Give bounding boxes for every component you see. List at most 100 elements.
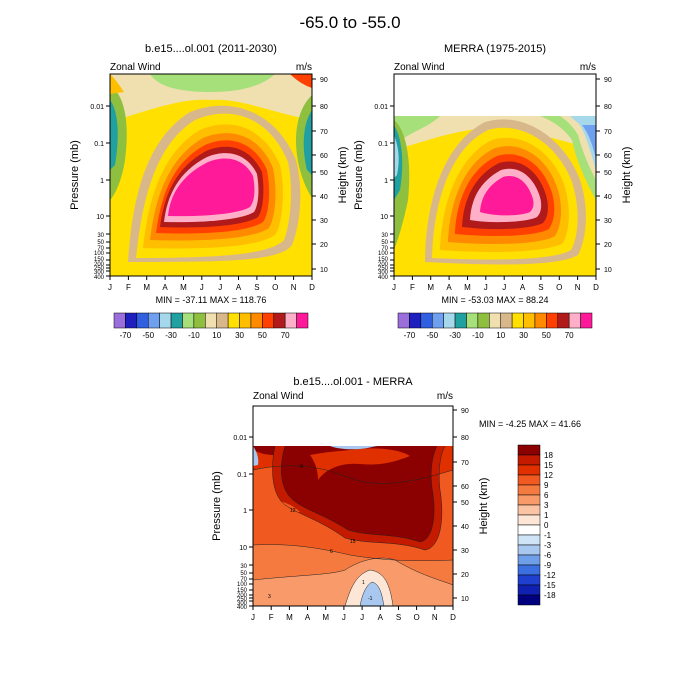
panel-diff-yticks: 0.01 0.1 1 10 30 50 70 100 150 200 250 3…: [233, 435, 253, 611]
ytick-label: 250: [237, 597, 248, 603]
panel-merra-yticks: 0.01 0.1 1 10 30 50 70 100 150 200 250 3…: [374, 104, 394, 281]
panel-model-xticks: J F M A M J J A S O N D: [108, 276, 315, 292]
colorbar-swatch: [517, 544, 541, 556]
colorbar-label: 3: [544, 501, 549, 510]
colorbar-swatch: [193, 312, 206, 329]
height-tick-label: 40: [461, 524, 469, 531]
contour-label: 15: [350, 539, 356, 545]
height-tick-label: 70: [320, 129, 328, 136]
colorbar-swatch: [517, 514, 541, 526]
contour-label: -1: [368, 596, 373, 602]
ytick-label: 1: [243, 508, 247, 515]
height-tick-label: 50: [320, 170, 328, 177]
colorbar-label: -9: [544, 561, 552, 570]
xtick-label: A: [236, 283, 242, 292]
xtick-label: O: [413, 613, 419, 622]
colorbar-swatch: [182, 312, 195, 329]
colorbar-swatch: [517, 504, 541, 516]
colorbar-label: 1: [544, 511, 549, 520]
panel-model-colorbar: -70 -50 -30 -10 10 30 50 70: [113, 312, 309, 340]
height-tick-label: 90: [461, 408, 469, 415]
colorbar-label: 30: [519, 331, 528, 340]
colorbar-label: 12: [544, 471, 553, 480]
colorbar-swatch: [296, 312, 309, 329]
colorbar-label: 10: [496, 331, 505, 340]
xtick-label: M: [322, 613, 329, 622]
panel-diff-subtitle-left: Zonal Wind: [253, 391, 304, 402]
xtick-label: F: [410, 283, 415, 292]
height-tick-label: 70: [604, 129, 612, 136]
height-tick-label: 60: [320, 153, 328, 160]
colorbar-label: 9: [544, 481, 549, 490]
panel-model: b.e15....ol.001 (2011-2030) Zonal Wind m…: [69, 43, 349, 340]
colorbar-label: 30: [235, 331, 244, 340]
height-tick-label: 50: [604, 170, 612, 177]
colorbar-swatch: [517, 464, 541, 476]
ytick-label: 100: [237, 582, 248, 588]
ytick-label: 200: [94, 262, 105, 268]
ytick-label: 10: [96, 214, 104, 221]
colorbar-label: -70: [120, 331, 132, 340]
colorbar-swatch: [397, 312, 410, 329]
xtick-label: J: [502, 283, 506, 292]
height-tick-label: 90: [320, 77, 328, 84]
colorbar-label: 18: [544, 451, 553, 460]
height-tick-label: 40: [320, 194, 328, 201]
colorbar-swatch: [284, 312, 297, 329]
panel-difference: b.e15....ol.001 - MERRA Zonal Wind m/s: [211, 376, 581, 622]
panel-merra-ylabel: Pressure (mb): [353, 140, 365, 210]
panel-model-minmax: MIN = -37.11 MAX = 118.76: [156, 295, 267, 305]
height-tick-label: 60: [461, 484, 469, 491]
colorbar-label: 10: [212, 331, 221, 340]
colorbar-label: -15: [544, 581, 556, 590]
colorbar-label: -18: [544, 591, 556, 600]
colorbar-swatch: [159, 312, 172, 329]
ytick-label: 150: [378, 257, 389, 263]
panel-model-subtitle-right: m/s: [296, 62, 312, 73]
colorbar-label: -50: [426, 331, 438, 340]
figure-title: -65.0 to -55.0: [299, 13, 400, 32]
xtick-label: D: [450, 613, 456, 622]
height-tick-label: 10: [320, 267, 328, 274]
panel-diff-plot: 15 12 9 6 3 1 -1: [252, 405, 454, 607]
colorbar-label: -10: [188, 331, 200, 340]
ytick-label: 200: [378, 262, 389, 268]
colorbar-swatch: [431, 312, 444, 329]
colorbar-swatch: [517, 524, 541, 536]
ytick-label: 0.1: [237, 472, 247, 479]
colorbar-label: 6: [544, 491, 549, 500]
colorbar-swatch: [500, 312, 513, 329]
colorbar-swatch: [523, 312, 536, 329]
xtick-label: M: [143, 283, 150, 292]
panel-merra-subtitle-left: Zonal Wind: [394, 62, 445, 73]
colorbar-swatch: [517, 484, 541, 496]
colorbar-swatch: [262, 312, 275, 329]
colorbar-swatch: [517, 584, 541, 596]
ytick-label: 100: [378, 251, 389, 257]
colorbar-swatch: [517, 494, 541, 506]
colorbar-swatch: [136, 312, 149, 329]
panel-diff-height-ticks: 10 20 30 40 50 60 70 80 90: [453, 408, 469, 603]
xtick-label: A: [378, 613, 384, 622]
ytick-label: 30: [381, 233, 388, 239]
ytick-label: 200: [237, 593, 248, 599]
colorbar-swatch: [420, 312, 433, 329]
ytick-label: 1: [384, 178, 388, 185]
xtick-label: F: [269, 613, 274, 622]
height-tick-label: 10: [461, 596, 469, 603]
xtick-label: D: [593, 283, 599, 292]
height-tick-label: 60: [604, 153, 612, 160]
height-tick-label: 20: [604, 242, 612, 249]
panel-merra-title: MERRA (1975-2015): [444, 43, 546, 55]
xtick-label: M: [286, 613, 293, 622]
ytick-label: 50: [97, 240, 104, 246]
height-tick-label: 30: [320, 218, 328, 225]
colorbar-swatch: [147, 312, 160, 329]
colorbar-swatch: [227, 312, 240, 329]
xtick-label: N: [291, 283, 297, 292]
panel-diff-minmax: MIN = -4.25 MAX = 41.66: [479, 419, 581, 429]
colorbar-swatch: [580, 312, 593, 329]
xtick-label: O: [556, 283, 562, 292]
panel-model-ylabel-right: Height (km): [337, 147, 349, 204]
